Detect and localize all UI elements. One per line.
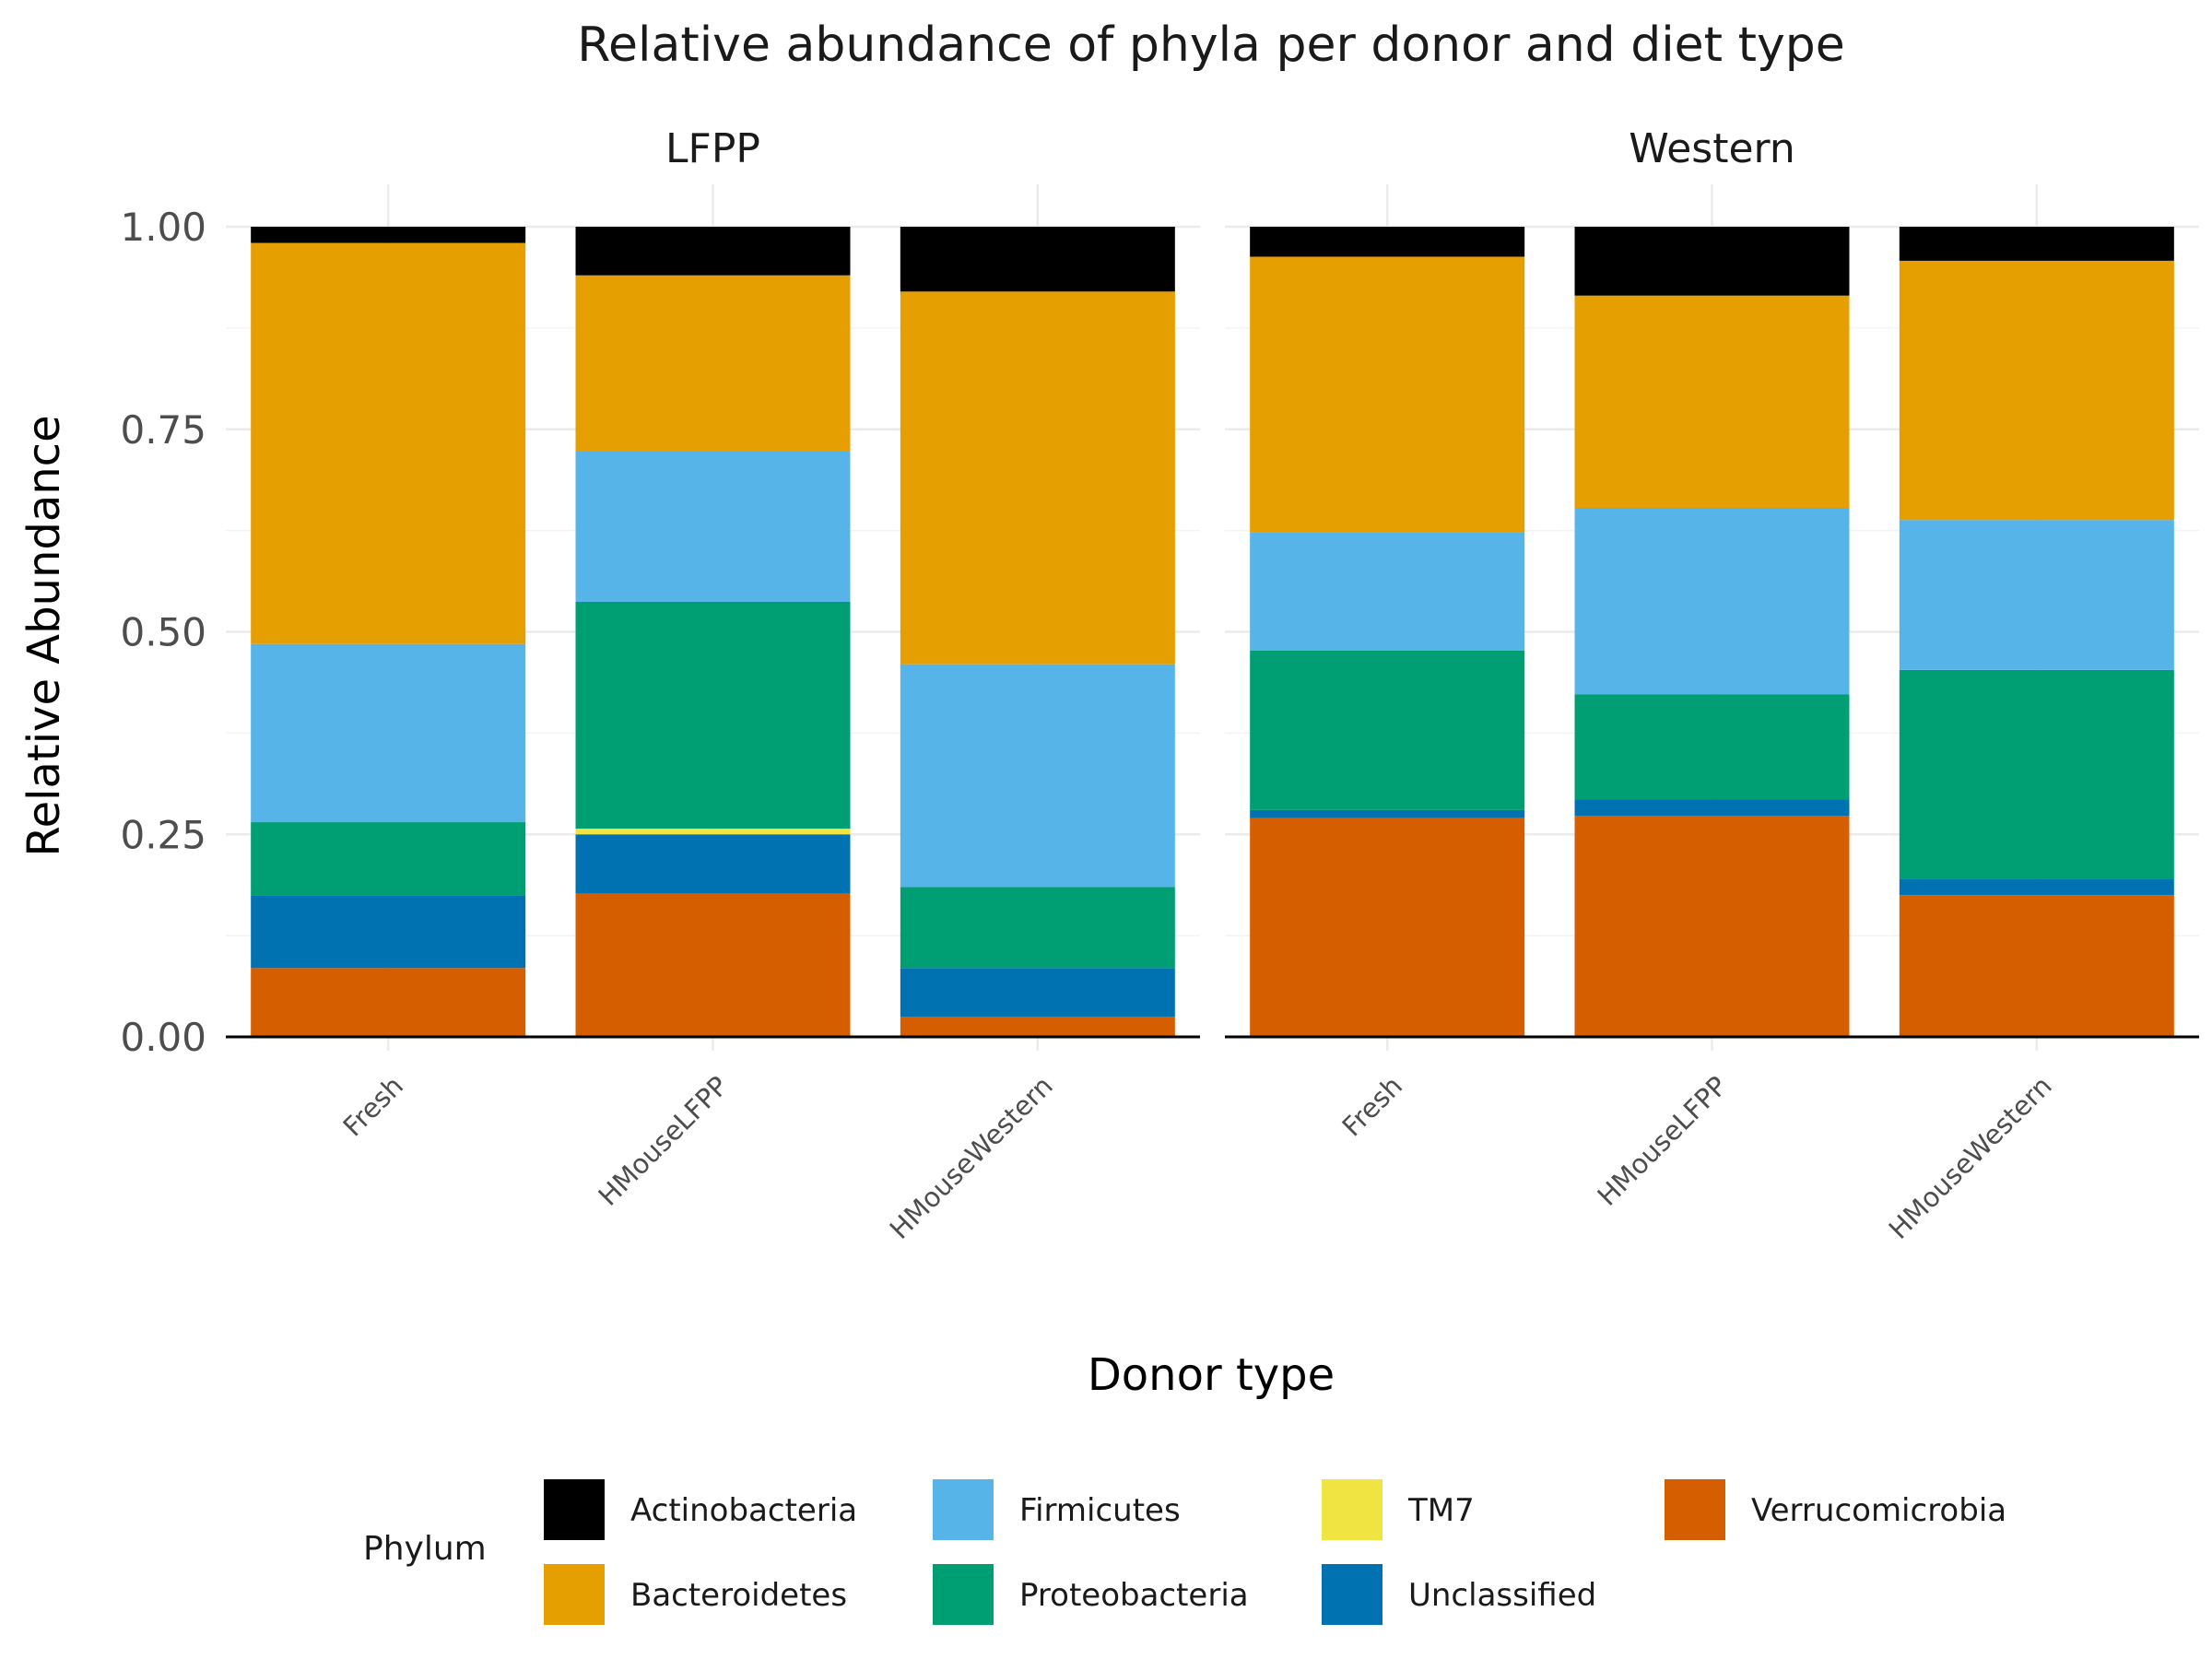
legend-label: Firmicutes <box>1019 1492 1181 1529</box>
bar-hmousewestern <box>900 227 1175 1037</box>
legend-swatch <box>1322 1564 1382 1625</box>
bar-segment-firmicutes <box>1574 508 1850 695</box>
bar-segment-bacteroidetes <box>1250 256 1525 533</box>
y-tick-label: 1.00 <box>120 205 206 250</box>
legend-label: Proteobacteria <box>1019 1577 1249 1614</box>
legend-label: Bacteroidetes <box>630 1577 847 1614</box>
bar-segment-tm7 <box>575 829 851 835</box>
bar-segment-actinobacteria <box>1574 227 1850 296</box>
legend-swatch <box>544 1564 605 1625</box>
x-tick-label: Fresh <box>1335 1070 1408 1143</box>
y-tick-label: 0.75 <box>120 407 206 453</box>
x-tick-label: HMouseWestern <box>884 1070 1059 1245</box>
bar-segment-bacteroidetes <box>251 242 526 644</box>
x-tick-label: HMouseWestern <box>1883 1070 2058 1245</box>
x-tick-label: HMouseLFPP <box>1591 1070 1733 1212</box>
bar-segment-firmicutes <box>575 451 851 602</box>
bar-segment-actinobacteria <box>900 227 1175 292</box>
legend-label: Verrucomicrobia <box>1751 1492 2006 1529</box>
bar-segment-bacteroidetes <box>1899 260 2174 521</box>
bar-hmouselfpp <box>1574 227 1850 1037</box>
bar-segment-firmicutes <box>1250 532 1525 651</box>
bar-hmouselfpp <box>575 227 851 1037</box>
bar-segment-actinobacteria <box>1250 227 1525 257</box>
bar-segment-bacteroidetes <box>900 291 1175 665</box>
facet-label-western: Western <box>1629 125 1794 172</box>
facet-panels: 0.00 0.25 0.50 0.75 1.00 LFPP Fresh HMouseLFPP H… <box>120 125 2199 1245</box>
legend-item-unclassified: Unclassified <box>1322 1564 1596 1625</box>
bar-segment-bacteroidetes <box>1574 295 1850 509</box>
bar-segment-bacteroidetes <box>575 275 851 452</box>
bar-segment-unclassified <box>251 895 526 969</box>
legend-label: Unclassified <box>1408 1577 1596 1614</box>
bar-fresh <box>1250 227 1525 1037</box>
bar-segment-firmicutes <box>251 643 526 823</box>
bar-segment-verrucomicrobia <box>575 893 851 1037</box>
y-tick-label: 0.00 <box>120 1015 206 1060</box>
legend-item-bacteroidetes: Bacteroidetes <box>544 1564 847 1625</box>
bar-segment-actinobacteria <box>251 227 526 243</box>
legend-item-verrucomicrobia: Verrucomicrobia <box>1665 1479 2006 1540</box>
bar-segment-proteobacteria <box>575 601 851 830</box>
bar-segment-firmicutes <box>900 664 1175 888</box>
bar-segment-verrucomicrobia <box>900 1017 1175 1037</box>
bar-segment-unclassified <box>1899 878 2174 896</box>
bar-hmousewestern <box>1899 227 2174 1037</box>
bar-segment-verrucomicrobia <box>1899 895 2174 1037</box>
bar-segment-proteobacteria <box>1899 669 2174 879</box>
y-tick-label: 0.25 <box>120 812 206 857</box>
bar-segment-proteobacteria <box>1574 694 1850 800</box>
panel-western: Western Fresh HMouseLFPP HMouseWestern <box>1225 125 2199 1245</box>
y-tick-label: 0.50 <box>120 610 206 655</box>
legend-swatch <box>1322 1479 1382 1540</box>
bar-segment-unclassified <box>575 834 851 894</box>
legend-swatch <box>933 1479 994 1540</box>
x-tick-label: HMouseLFPP <box>592 1070 734 1212</box>
facet-label-lfpp: LFPP <box>665 125 760 172</box>
bar-segment-proteobacteria <box>251 822 526 896</box>
bar-segment-unclassified <box>900 968 1175 1018</box>
bar-segment-proteobacteria <box>900 887 1175 969</box>
x-axis-title: Donor type <box>1088 1349 1335 1401</box>
legend: Phylum Actinobacteria Bacteroidetes Firmic… <box>363 1479 2006 1625</box>
bar-segment-proteobacteria <box>1250 650 1525 810</box>
legend-item-tm7: TM7 <box>1322 1479 1475 1540</box>
chart-title: Relative abundance of phyla per donor an… <box>577 18 1845 73</box>
x-tick-label: Fresh <box>336 1070 409 1143</box>
bar-segment-unclassified <box>1574 799 1850 817</box>
legend-title: Phylum <box>363 1530 487 1568</box>
legend-item-firmicutes: Firmicutes <box>933 1479 1181 1540</box>
bar-segment-verrucomicrobia <box>1574 816 1850 1037</box>
legend-swatch <box>933 1564 994 1625</box>
bar-segment-firmicutes <box>1899 520 2174 670</box>
bar-fresh <box>251 227 526 1037</box>
legend-label: Actinobacteria <box>630 1492 857 1529</box>
bar-segment-unclassified <box>1250 809 1525 818</box>
y-axis-title: Relative Abundance <box>18 415 70 856</box>
bar-segment-actinobacteria <box>1899 227 2174 261</box>
bar-segment-verrucomicrobia <box>251 968 526 1037</box>
panel-lfpp: LFPP Fresh HMouseLFPP HMouseWestern <box>226 125 1200 1245</box>
legend-item-proteobacteria: Proteobacteria <box>933 1564 1249 1625</box>
legend-item-actinobacteria: Actinobacteria <box>544 1479 857 1540</box>
bar-segment-actinobacteria <box>575 227 851 276</box>
bar-segment-verrucomicrobia <box>1250 818 1525 1037</box>
legend-swatch <box>1665 1479 1725 1540</box>
legend-swatch <box>544 1479 605 1540</box>
legend-label: TM7 <box>1407 1492 1475 1529</box>
